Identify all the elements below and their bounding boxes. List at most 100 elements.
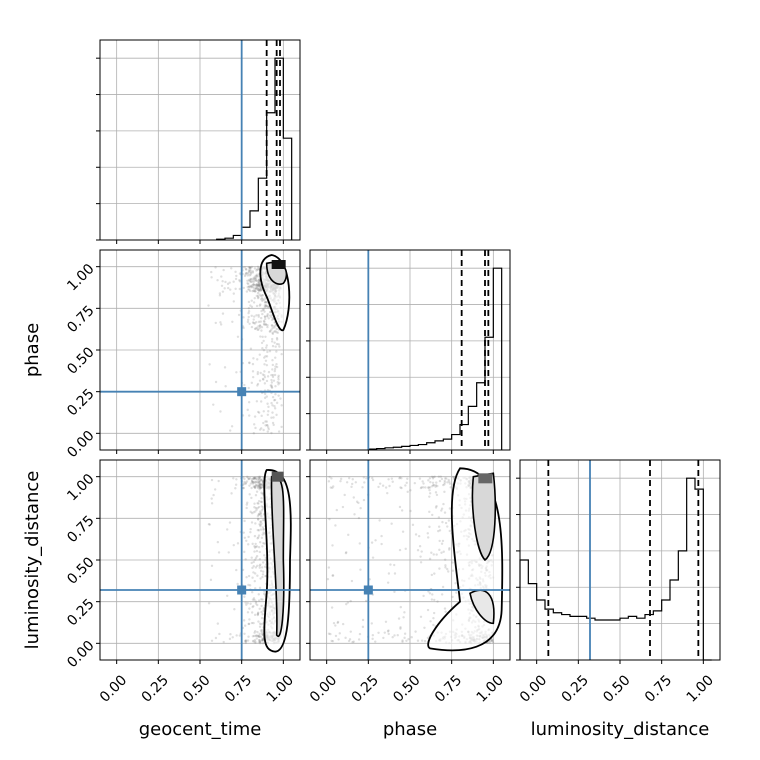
- sample-point: [353, 513, 356, 516]
- sample-point: [257, 267, 261, 270]
- histogram-step: [367, 267, 503, 450]
- sample-point: [261, 632, 264, 635]
- sample-point: [250, 621, 254, 625]
- sample-point: [228, 521, 232, 524]
- sample-point: [256, 372, 259, 376]
- sample-point: [269, 384, 273, 387]
- sample-point: [263, 315, 267, 318]
- sample-point: [251, 370, 255, 373]
- sample-point: [437, 475, 441, 478]
- sample-point: [249, 269, 252, 272]
- sample-point: [263, 382, 267, 385]
- sample-point: [428, 492, 432, 495]
- sample-point: [256, 296, 260, 300]
- sample-point: [261, 299, 264, 303]
- sample-point: [249, 527, 252, 531]
- sample-point: [359, 568, 362, 571]
- sample-point: [251, 321, 255, 324]
- x-tick-label: 0.00: [307, 672, 340, 705]
- sample-point: [263, 392, 267, 396]
- sample-point: [257, 281, 261, 284]
- sample-point: [351, 482, 354, 486]
- sample-point: [351, 640, 354, 644]
- sample-point: [249, 277, 253, 281]
- sample-point: [259, 524, 262, 528]
- sample-point: [405, 639, 408, 642]
- sample-point: [255, 294, 258, 298]
- sample-point: [244, 640, 247, 643]
- sample-point: [330, 606, 334, 609]
- sample-point: [443, 558, 447, 561]
- sample-point: [257, 283, 261, 286]
- sample-point: [259, 486, 262, 490]
- sample-point: [262, 378, 265, 381]
- sample-point: [280, 425, 283, 429]
- sample-point: [254, 493, 258, 497]
- sample-point: [433, 598, 436, 602]
- sample-point: [447, 519, 451, 522]
- sample-point: [267, 405, 270, 409]
- sample-point: [432, 611, 436, 615]
- sample-point: [226, 282, 230, 286]
- sample-point: [434, 506, 438, 509]
- sample-point: [491, 639, 494, 642]
- sample-point: [428, 488, 431, 492]
- sample-point: [431, 513, 434, 517]
- sample-point: [210, 478, 214, 482]
- sample-point: [345, 481, 349, 484]
- sample-point: [391, 635, 394, 639]
- sample-point: [270, 373, 273, 377]
- sample-point: [254, 290, 257, 293]
- sample-point: [374, 539, 377, 542]
- sample-point: [256, 291, 260, 295]
- sample-point: [250, 556, 253, 559]
- sample-point: [252, 565, 255, 568]
- sample-point: [371, 637, 374, 641]
- sample-point: [254, 522, 257, 525]
- sample-point: [259, 294, 263, 298]
- sample-point: [414, 533, 418, 536]
- sample-point: [252, 604, 255, 608]
- sample-point: [258, 288, 262, 292]
- sample-point: [254, 556, 258, 560]
- sample-point: [251, 271, 255, 274]
- sample-point: [257, 484, 261, 487]
- sample-point: [354, 481, 358, 484]
- sample-point: [209, 578, 213, 582]
- sample-point: [442, 483, 445, 487]
- sample-point: [258, 379, 262, 382]
- sample-point: [246, 501, 249, 504]
- sample-point: [234, 483, 238, 486]
- sample-point: [443, 483, 446, 486]
- sample-point: [251, 270, 255, 273]
- sample-point: [216, 540, 220, 544]
- sample-point: [346, 601, 350, 604]
- sample-point: [258, 488, 261, 491]
- sample-point: [246, 408, 249, 412]
- sample-point: [371, 634, 375, 637]
- sample-point: [270, 386, 274, 389]
- sample-point: [257, 278, 261, 281]
- sample-point: [245, 268, 248, 271]
- sample-point: [399, 627, 402, 630]
- sample-point: [208, 363, 211, 366]
- sample-point: [431, 484, 434, 488]
- sample-point: [371, 478, 375, 482]
- sample-point: [238, 272, 242, 275]
- sample-point: [275, 338, 279, 341]
- sample-point: [252, 321, 255, 325]
- sample-point: [261, 480, 265, 484]
- sample-point: [252, 481, 255, 484]
- sample-point: [488, 641, 492, 645]
- sample-point: [227, 551, 230, 554]
- sample-point: [257, 283, 261, 286]
- sample-point: [440, 551, 443, 554]
- sample-point: [250, 496, 253, 500]
- sample-point: [248, 361, 251, 364]
- sample-point: [259, 478, 263, 481]
- sample-point: [251, 482, 255, 485]
- sample-point: [252, 485, 256, 488]
- sample-point: [260, 414, 263, 418]
- sample-point: [245, 506, 248, 510]
- sample-point: [257, 328, 260, 331]
